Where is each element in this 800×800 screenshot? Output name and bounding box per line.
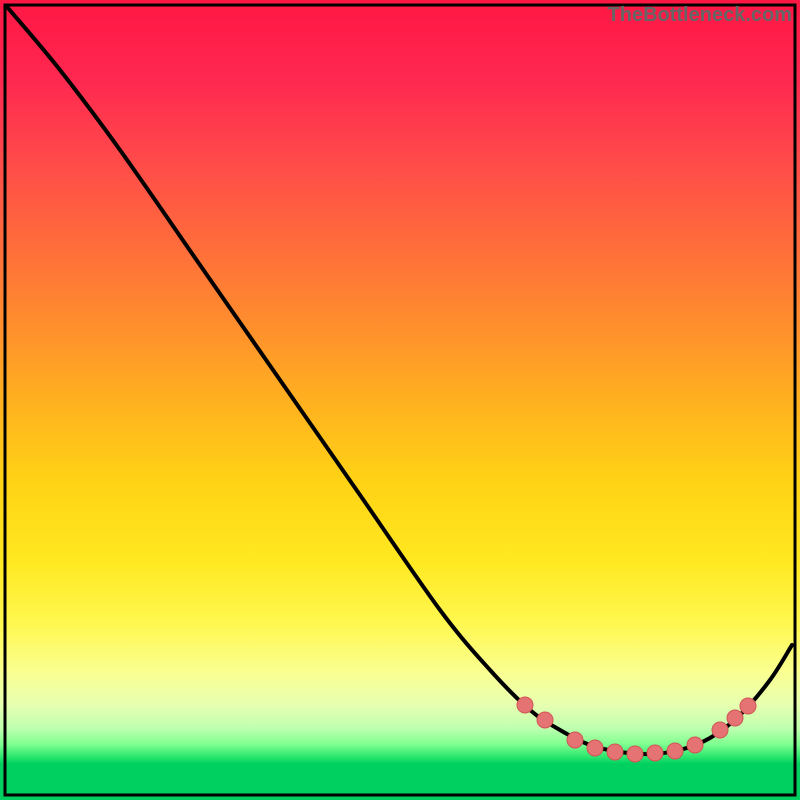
chart-plot-layer xyxy=(0,0,800,800)
marker-point xyxy=(727,710,743,726)
marker-point xyxy=(667,743,683,759)
marker-point xyxy=(687,737,703,753)
marker-point xyxy=(740,698,756,714)
marker-point xyxy=(627,746,643,762)
marker-point xyxy=(567,732,583,748)
marker-point xyxy=(647,745,663,761)
marker-point xyxy=(607,744,623,760)
bottleneck-curve xyxy=(8,8,792,754)
bottleneck-chart: TheBottleneck.com xyxy=(0,0,800,800)
marker-point xyxy=(587,740,603,756)
marker-point xyxy=(517,697,533,713)
marker-point xyxy=(537,712,553,728)
marker-point xyxy=(712,722,728,738)
optimal-zone-markers xyxy=(517,697,756,762)
watermark-text: TheBottleneck.com xyxy=(608,4,792,27)
